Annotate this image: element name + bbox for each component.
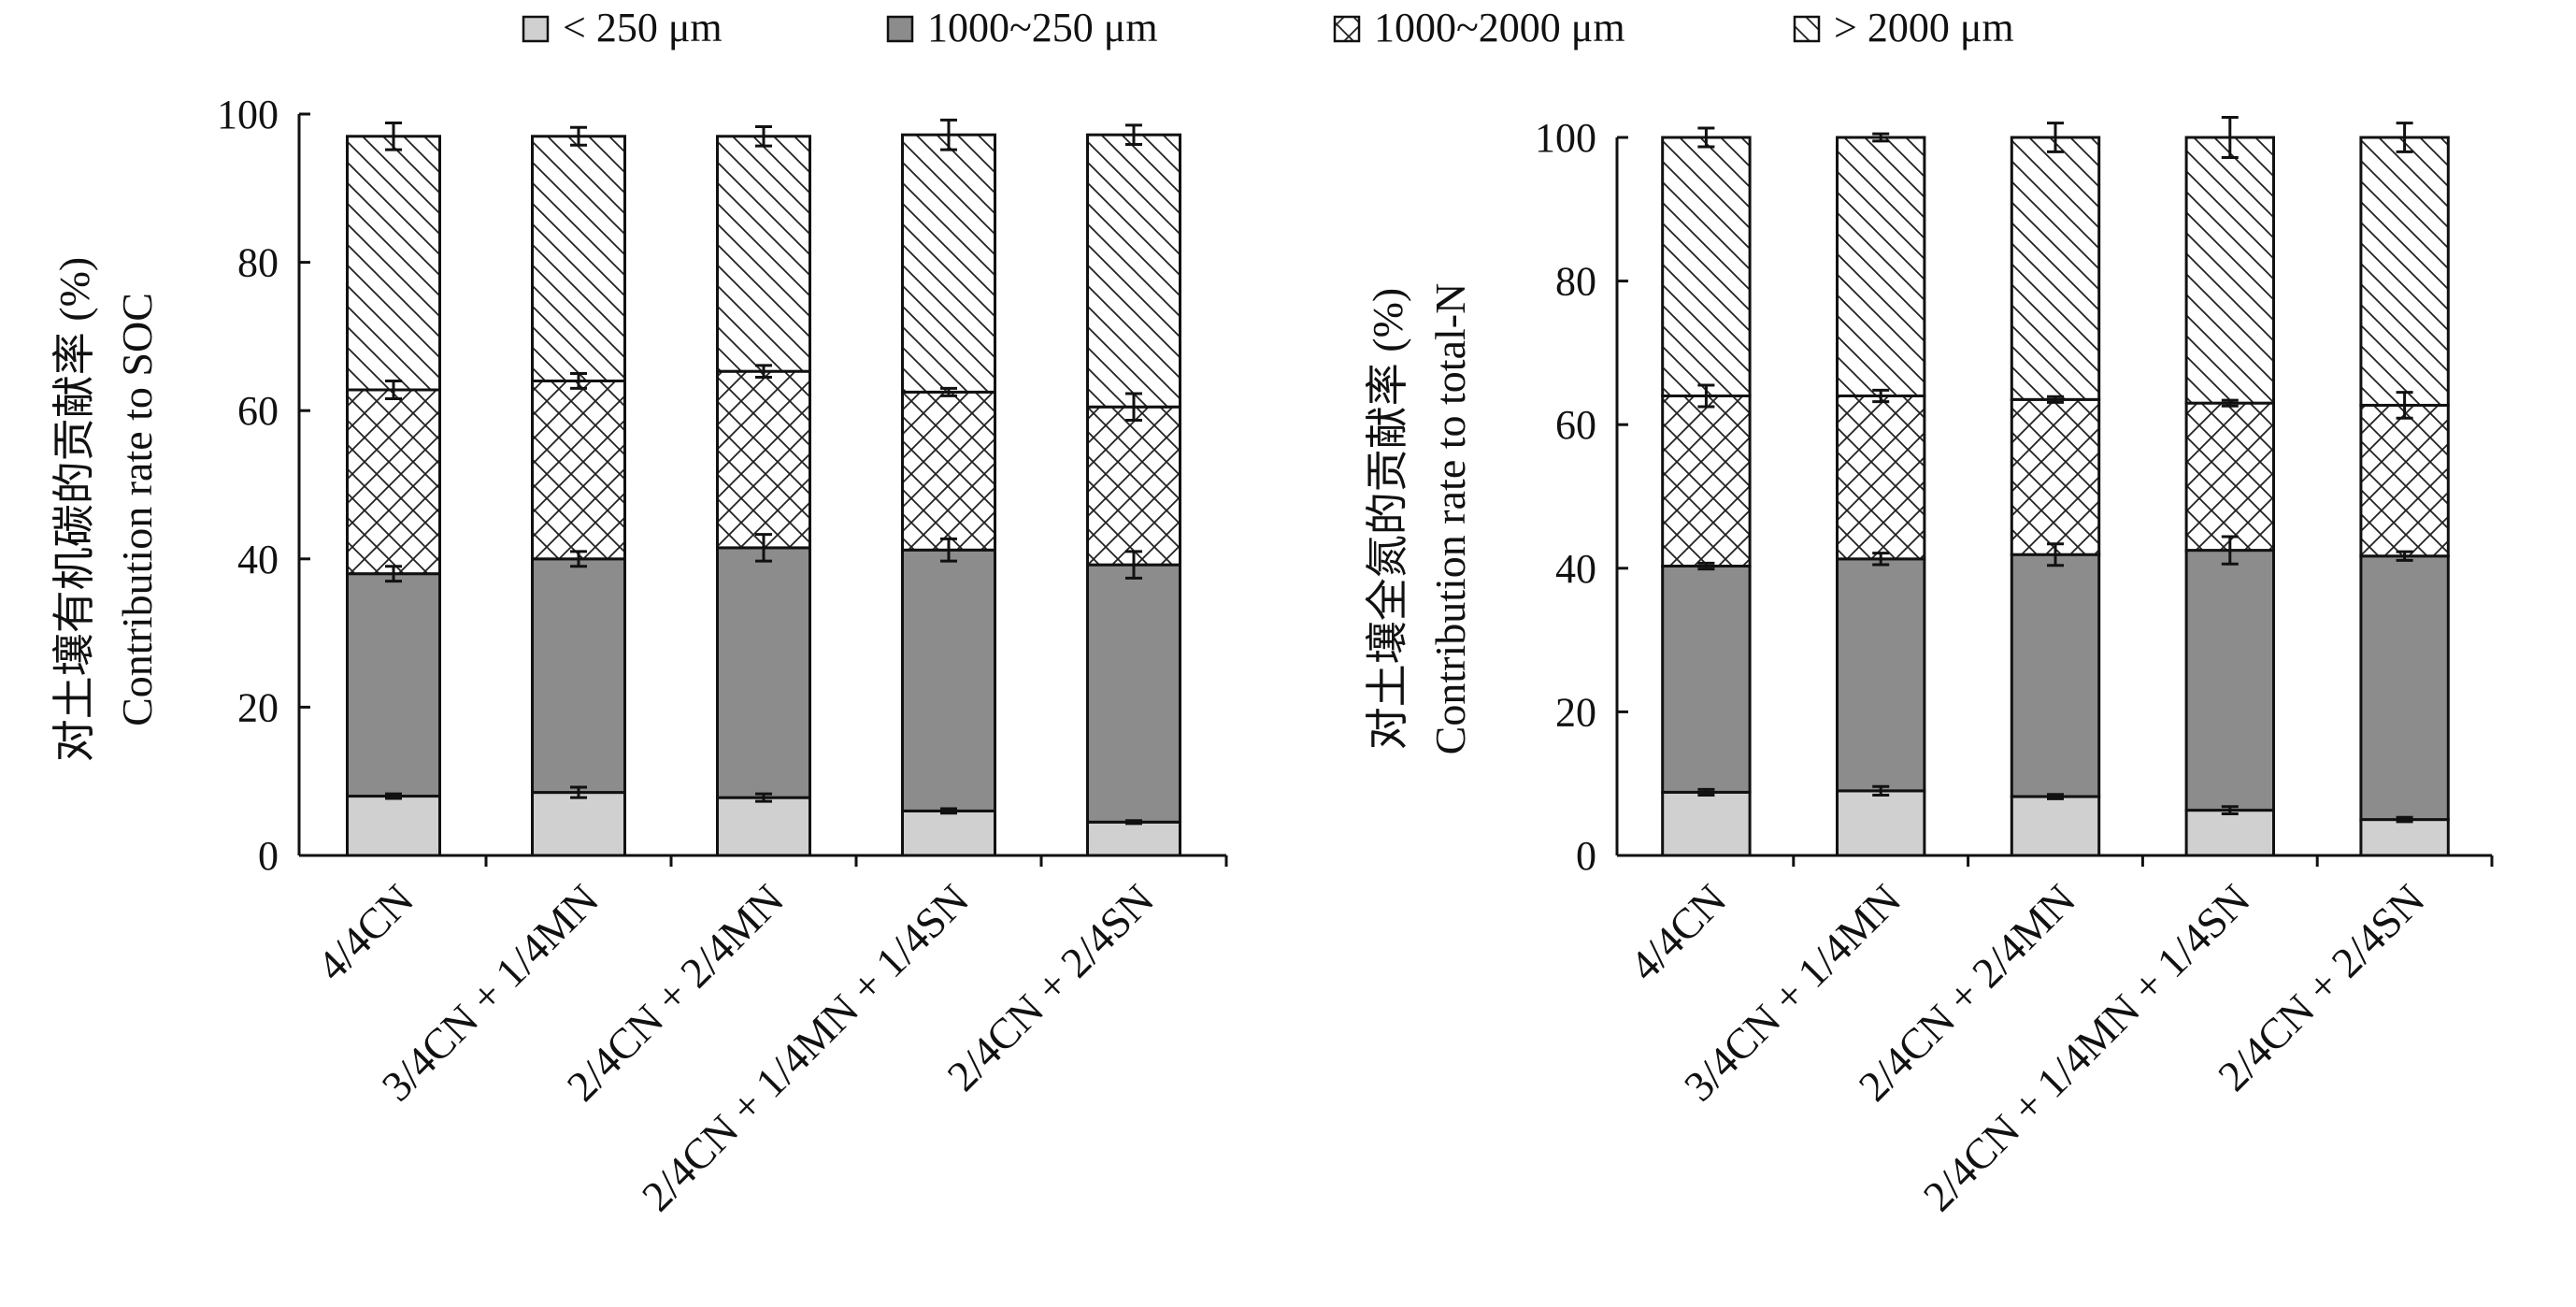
soc-bar-lt250	[346, 795, 441, 857]
soc-bar-f1000-250	[346, 572, 441, 798]
legend-swatch-1000-250	[886, 15, 914, 43]
soc-bar-f1000-250	[531, 557, 626, 795]
soc-bar-f1000-2000	[1086, 405, 1181, 567]
total-n-bar-gt2000	[1661, 136, 1752, 397]
total-n-y-tick-label: 0	[1576, 833, 1596, 879]
soc-ylabel-en: Contribution rate to SOC	[113, 293, 161, 726]
total-n-y-tick-label: 100	[1535, 115, 1596, 161]
total-n-ylabel-cn: 对土壤全氮的贡献率 (%)	[1364, 288, 1411, 750]
soc-bar-lt250	[1086, 820, 1181, 857]
legend-label-gt2000: > 2000 μm	[1834, 5, 2014, 50]
total-n-y-tick-label: 20	[1555, 689, 1596, 735]
total-n-bar-gt2000	[1836, 136, 1926, 397]
soc-ylabel-cn: 对土壤有机碳的贡献率 (%)	[50, 257, 98, 762]
total-n-bar-f1000-250	[1836, 557, 1926, 793]
legend-item-lt250: < 250 μm	[522, 5, 723, 50]
total-n-bar-f1000-250	[2359, 554, 2450, 822]
soc-y-tick-label: 60	[237, 388, 279, 434]
total-n-bar-lt250	[1836, 789, 1926, 857]
legend-swatch-gt2000	[1793, 15, 1821, 43]
soc-y-tick-label: 20	[237, 684, 279, 730]
soc-bar-f1000-2000	[901, 390, 996, 552]
total-n-category-label: 2/4CN + 1/4MN + 1/4SN	[1914, 875, 2259, 1220]
total-n-bar-gt2000	[2184, 136, 2276, 405]
soc-bar-lt250	[901, 809, 996, 857]
legend-item-1000-2000: 1000~2000 μm	[1333, 5, 1625, 50]
total-n-bar-lt250	[1661, 790, 1752, 857]
soc-chart-panel: 对土壤有机碳的贡献率 (%) Contribution rate to SOC …	[50, 92, 1228, 1220]
soc-bar-f1000-2000	[346, 388, 441, 576]
soc-bar-gt2000	[531, 135, 626, 382]
soc-category-label: 4/4CN	[308, 875, 422, 990]
soc-bar-f1000-2000	[531, 379, 626, 561]
legend-swatch-lt250	[522, 15, 550, 43]
total-n-y-tick-label: 40	[1555, 546, 1596, 592]
total-n-y-tick-label: 60	[1555, 402, 1596, 448]
total-n-bar-f1000-2000	[2359, 403, 2450, 558]
total-n-bar-f1000-250	[1661, 564, 1752, 794]
soc-y-tick-label: 40	[237, 537, 279, 582]
legend-label-lt250: < 250 μm	[563, 5, 723, 50]
total-n-bar-lt250	[2010, 795, 2101, 857]
total-n-bar-f1000-250	[2184, 549, 2276, 812]
soc-bar-gt2000	[901, 133, 996, 394]
soc-bar-f1000-250	[1086, 563, 1181, 824]
total-n-y-tick-label: 80	[1555, 259, 1596, 305]
total-n-ylabel-en: Contribution rate to total-N	[1426, 283, 1474, 755]
total-n-bar-f1000-2000	[1836, 394, 1926, 561]
legend: < 250 μm 1000~250 μm 1000~2000 μm > 2000…	[522, 5, 2014, 50]
total-n-bar-f1000-2000	[2184, 401, 2276, 553]
soc-bar-f1000-250	[901, 548, 996, 812]
total-n-bar-f1000-2000	[1661, 394, 1752, 567]
soc-bar-f1000-250	[716, 546, 811, 799]
soc-bar-gt2000	[716, 135, 811, 373]
total-n-bar-f1000-2000	[2010, 397, 2101, 556]
legend-label-1000-250: 1000~250 μm	[927, 5, 1158, 50]
total-n-chart-panel: 对土壤全氮的贡献率 (%) Contribution rate to total…	[1364, 115, 2494, 1220]
total-n-bar-lt250	[2359, 818, 2450, 857]
total-n-bar-lt250	[2184, 809, 2276, 857]
legend-item-gt2000: > 2000 μm	[1793, 5, 2014, 50]
soc-category-label: 2/4CN + 1/4MN + 1/4SN	[633, 875, 978, 1220]
soc-y-tick-label: 100	[217, 92, 279, 137]
soc-y-tick-label: 0	[258, 833, 279, 879]
soc-bar-lt250	[716, 796, 811, 857]
total-n-bar-f1000-250	[2010, 553, 2101, 798]
total-n-category-label: 4/4CN	[1621, 875, 1736, 990]
soc-y-tick-label: 80	[237, 240, 279, 286]
total-n-bar-gt2000	[2010, 136, 2101, 401]
legend-item-1000-250: 1000~250 μm	[886, 5, 1158, 50]
total-n-bar-gt2000	[2359, 136, 2450, 407]
legend-label-1000-2000: 1000~2000 μm	[1374, 5, 1625, 50]
soc-bar-f1000-2000	[716, 369, 811, 550]
legend-swatch-1000-2000	[1333, 15, 1361, 43]
soc-bar-lt250	[531, 791, 626, 857]
soc-bar-gt2000	[346, 135, 441, 392]
soc-bar-gt2000	[1086, 133, 1181, 409]
